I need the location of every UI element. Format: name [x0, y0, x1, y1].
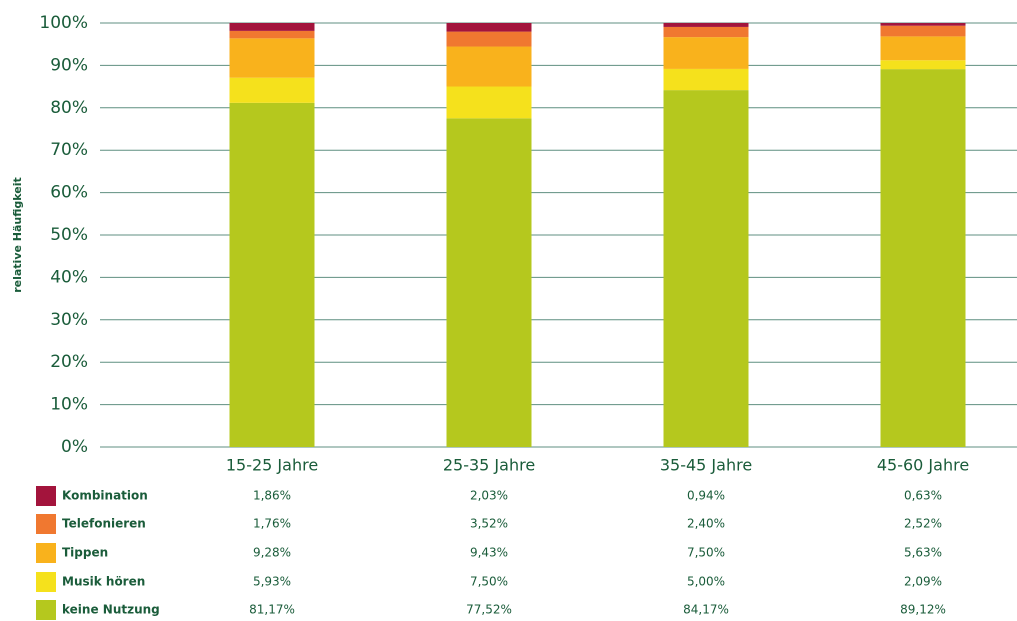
- x-tick-label: 15-25 Jahre: [226, 456, 318, 475]
- y-tick-label: 50%: [50, 225, 88, 245]
- y-tick-label: 20%: [50, 352, 88, 372]
- data-label: 3,52%: [470, 517, 508, 531]
- data-label: 77,52%: [466, 603, 512, 617]
- data-label: 2,09%: [904, 575, 942, 589]
- y-tick-label: 70%: [50, 140, 88, 160]
- data-label: 5,63%: [904, 546, 942, 560]
- bar-segment: [663, 22, 749, 27]
- bar-segment: [229, 30, 315, 39]
- legend-swatch: [36, 572, 56, 592]
- bar-segment: [446, 23, 532, 32]
- bar-segment: [446, 86, 532, 119]
- legend-swatch: [36, 486, 56, 506]
- y-tick-label: 30%: [50, 310, 88, 330]
- bar-segment: [880, 23, 966, 26]
- data-label: 9,43%: [470, 546, 508, 560]
- y-tick-label: 90%: [50, 55, 88, 75]
- x-tick-label: 45-60 Jahre: [877, 456, 969, 475]
- bar-segment: [880, 60, 966, 70]
- legend-label: Telefonieren: [62, 517, 146, 531]
- y-tick-label: 80%: [50, 98, 88, 118]
- data-label: 5,00%: [687, 575, 725, 589]
- legend-label: Kombination: [62, 489, 148, 503]
- data-label: 5,93%: [253, 575, 291, 589]
- data-label: 89,12%: [900, 603, 946, 617]
- data-label: 84,17%: [683, 603, 729, 617]
- bar-segment: [663, 90, 749, 447]
- data-label: 1,86%: [253, 489, 291, 503]
- y-tick-label: 40%: [50, 267, 88, 287]
- y-tick-label: 10%: [50, 395, 88, 415]
- data-label: 1,76%: [253, 517, 291, 531]
- bar-segment: [446, 46, 532, 87]
- data-label: 9,28%: [253, 546, 291, 560]
- bar-segment: [229, 23, 315, 31]
- legend-swatch: [36, 543, 56, 563]
- y-tick-label: 100%: [39, 13, 88, 33]
- bar-segment: [229, 77, 315, 103]
- legend-swatch: [36, 514, 56, 534]
- y-axis-label: relative Häufigkeit: [11, 177, 24, 293]
- legend-label: Tippen: [62, 546, 108, 560]
- legend-swatch: [36, 600, 56, 620]
- bar-segment: [446, 118, 532, 448]
- data-label: 2,40%: [687, 517, 725, 531]
- data-label: 7,50%: [470, 575, 508, 589]
- bar-segment: [446, 31, 532, 47]
- x-tick-label: 35-45 Jahre: [660, 456, 752, 475]
- legend-label: Musik hören: [62, 575, 145, 589]
- data-label: 2,52%: [904, 517, 942, 531]
- y-tick-label: 60%: [50, 183, 88, 203]
- data-label: 0,94%: [687, 489, 725, 503]
- bar-segment: [880, 69, 966, 448]
- x-tick-label: 25-35 Jahre: [443, 456, 535, 475]
- bar-segment: [229, 38, 315, 78]
- data-label: 81,17%: [249, 603, 295, 617]
- bar-segment: [663, 37, 749, 69]
- data-label: 0,63%: [904, 489, 942, 503]
- bar-segment: [663, 68, 749, 91]
- legend-label: keine Nutzung: [62, 603, 160, 617]
- bar-segment: [229, 102, 315, 447]
- bar-segment: [880, 25, 966, 37]
- bar-segment: [880, 36, 966, 61]
- data-label: 2,03%: [470, 489, 508, 503]
- y-tick-label: 0%: [61, 437, 88, 457]
- bar-segment: [663, 26, 749, 38]
- data-label: 7,50%: [687, 546, 725, 560]
